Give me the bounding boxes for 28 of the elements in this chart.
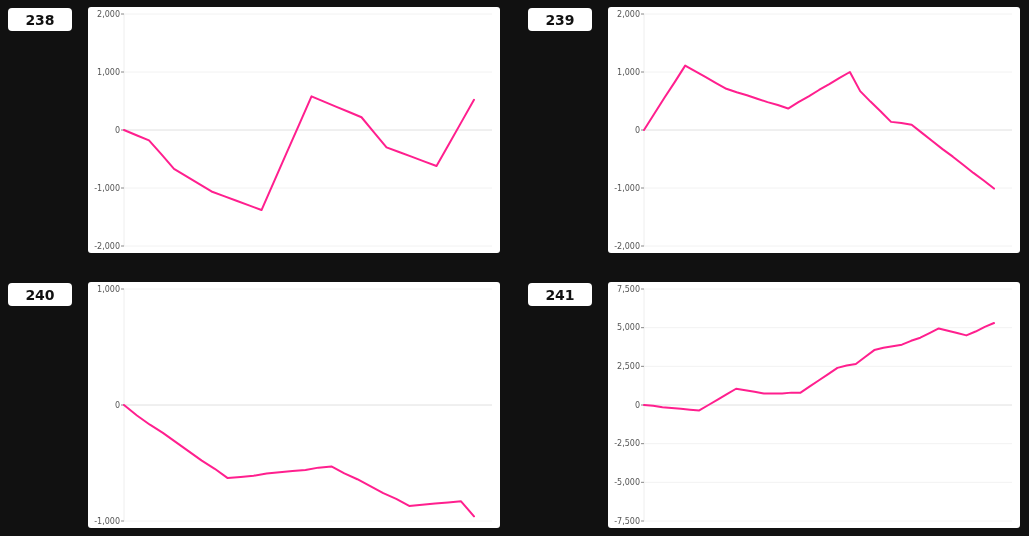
y-tick-label: -1,000: [94, 183, 120, 193]
y-tick-label: 5,000: [617, 323, 640, 333]
y-tick-label: 0: [114, 400, 120, 410]
line-series: [123, 404, 475, 518]
y-tick-label: 2,500: [617, 361, 640, 371]
y-tick-label: 0: [634, 125, 640, 135]
y-tick-label: 1,000: [97, 284, 120, 294]
y-tick-label: 2,000: [617, 9, 640, 19]
y-tick-label: -7,500: [614, 516, 640, 526]
chart-title: 241: [545, 287, 575, 303]
y-tick-label: -1,000: [94, 516, 120, 526]
y-tick-label: -2,000: [614, 241, 640, 251]
y-tick-label: -2,500: [614, 439, 640, 449]
y-tick-label: -1,000: [614, 183, 640, 193]
line-series: [643, 64, 995, 190]
y-tick-label: -5,000: [614, 477, 640, 487]
y-tick-label: -2,000: [94, 241, 120, 251]
line-series: [123, 95, 475, 212]
y-tick-label: 1,000: [617, 67, 640, 77]
y-tick-label: 1,000: [97, 67, 120, 77]
line-series: [643, 322, 995, 412]
y-tick-label: 0: [634, 400, 640, 410]
chart-title: 240: [25, 287, 55, 303]
chart-title: 238: [25, 12, 55, 28]
y-tick-label: 7,500: [617, 284, 640, 294]
y-tick-label: 2,000: [97, 9, 120, 19]
y-tick-label: 0: [114, 125, 120, 135]
chart-title: 239: [545, 12, 575, 28]
